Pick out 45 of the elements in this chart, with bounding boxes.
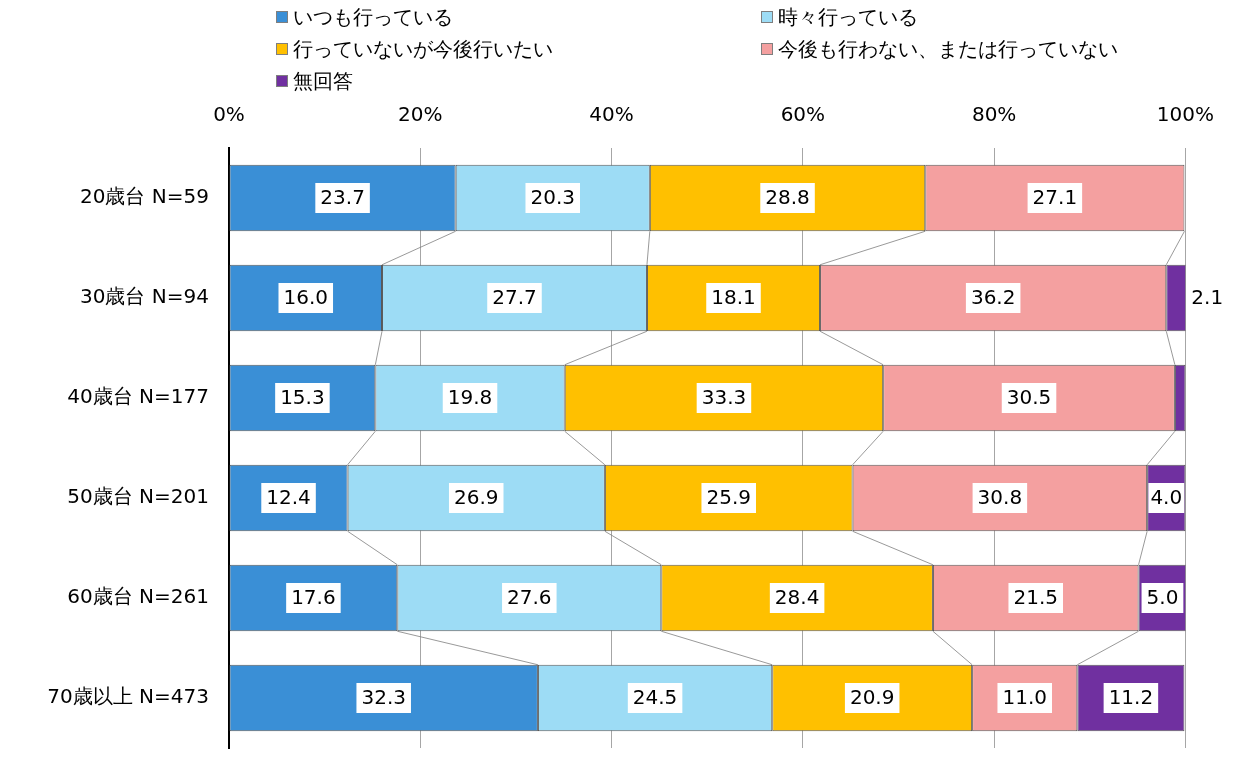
legend-label: いつも行っている <box>293 4 453 30</box>
data-label: 11.0 <box>1002 685 1047 710</box>
data-label: 32.3 <box>361 685 406 710</box>
data-label: 21.5 <box>1013 585 1058 610</box>
data-label: 24.5 <box>632 685 678 710</box>
data-label: 23.7 <box>320 185 365 210</box>
x-tick-label: 20% <box>398 102 443 127</box>
x-tick-label: 40% <box>589 102 634 127</box>
y-tick-label: 40歳台 N=177 <box>67 384 209 409</box>
x-tick-label: 0% <box>213 102 245 127</box>
data-label: 36.2 <box>970 285 1016 310</box>
data-label: 4.0 <box>1150 485 1183 510</box>
data-label: 5.0 <box>1146 585 1179 610</box>
x-tick-label: 100% <box>1156 102 1214 127</box>
data-label: 11.2 <box>1108 685 1154 710</box>
data-label: 27.6 <box>507 585 552 610</box>
data-label: 17.6 <box>291 585 336 610</box>
y-tick-label: 70歳以上 N=473 <box>47 684 209 709</box>
data-label: 28.8 <box>765 185 810 210</box>
legend-label: 無回答 <box>293 68 353 94</box>
data-label: 33.3 <box>701 385 747 410</box>
data-label: 30.8 <box>977 485 1023 510</box>
data-label: 20.9 <box>849 685 895 710</box>
data-label: 27.7 <box>492 285 537 310</box>
legend-label: 行っていないが今後行いたい <box>293 36 553 62</box>
x-tick-label: 80% <box>971 102 1017 127</box>
data-label: 16.0 <box>283 285 329 310</box>
data-label: 28.4 <box>774 585 820 610</box>
data-label: 20.3 <box>530 185 576 210</box>
y-tick-label: 60歳台 N=261 <box>67 584 209 609</box>
legend-label: 今後も行わない、または行っていない <box>778 36 1118 62</box>
y-tick-label: 20歳台 N=59 <box>80 184 209 209</box>
data-label: 27.1 <box>1032 185 1078 210</box>
data-label: 26.9 <box>453 485 499 510</box>
data-label: 18.1 <box>711 285 756 310</box>
data-label: 19.8 <box>447 385 493 410</box>
data-label: 15.3 <box>280 385 325 410</box>
legend-label: 時々行っている <box>778 4 918 30</box>
data-label: 12.4 <box>266 485 311 510</box>
data-label: 30.5 <box>1006 385 1052 410</box>
y-tick-label: 50歳台 N=201 <box>67 484 209 509</box>
data-label: 2.1 <box>1191 285 1224 310</box>
x-tick-label: 60% <box>780 102 826 127</box>
y-tick-label: 30歳台 N=94 <box>80 284 209 309</box>
data-label: 25.9 <box>706 485 751 510</box>
